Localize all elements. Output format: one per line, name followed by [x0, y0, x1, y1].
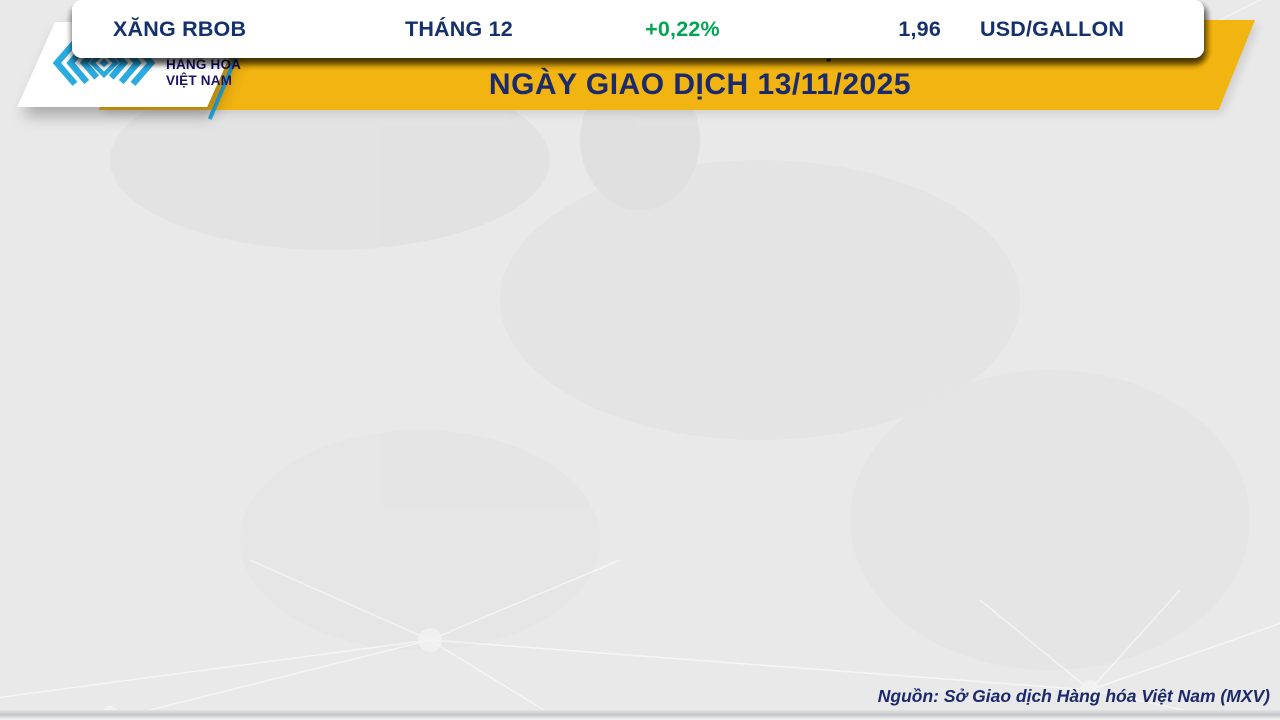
price-unit: USD/GALLON [980, 16, 1125, 41]
logo-org-line3: VIỆT NAM [166, 72, 233, 88]
price-row: XĂNG RBOB THÁNG 12 +0,22% 1,96 USD/GALLO… [72, 0, 1204, 58]
trademark-symbol: ™ [194, 56, 203, 66]
source-attribution: Nguồn: Sở Giao dịch Hàng hóa Việt Nam (M… [877, 686, 1270, 706]
price-value: 1,96 [898, 16, 941, 41]
commodity-name: XĂNG RBOB [113, 16, 247, 41]
contract-month: THÁNG 12 [405, 16, 513, 41]
bottom-edge-strip [0, 710, 1280, 720]
page-title-line2: NGÀY GIAO DỊCH 13/11/2025 [488, 68, 912, 101]
logo-org-line2: HÀNG HÓA [166, 57, 242, 73]
change-value: +0,22% [645, 16, 720, 41]
